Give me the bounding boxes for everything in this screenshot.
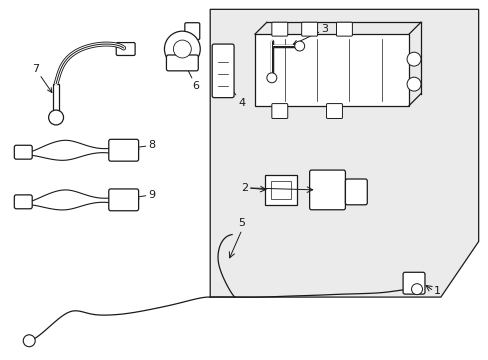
FancyBboxPatch shape: [345, 179, 366, 205]
FancyBboxPatch shape: [108, 189, 138, 211]
Text: 9: 9: [134, 190, 155, 200]
FancyBboxPatch shape: [271, 22, 287, 36]
Circle shape: [23, 335, 35, 347]
Circle shape: [48, 110, 63, 125]
Bar: [264, 175, 296, 205]
Bar: [254, 34, 408, 105]
FancyBboxPatch shape: [326, 104, 342, 118]
Circle shape: [411, 284, 422, 294]
Text: 7: 7: [32, 64, 52, 93]
Text: 1: 1: [433, 286, 440, 296]
FancyBboxPatch shape: [184, 23, 199, 40]
Text: 5: 5: [238, 218, 245, 228]
FancyBboxPatch shape: [336, 22, 352, 36]
Circle shape: [164, 31, 200, 67]
Circle shape: [294, 41, 304, 51]
Circle shape: [406, 52, 420, 66]
FancyBboxPatch shape: [212, 44, 234, 98]
Circle shape: [173, 40, 191, 58]
Circle shape: [406, 77, 420, 91]
FancyBboxPatch shape: [309, 170, 345, 210]
FancyBboxPatch shape: [301, 22, 317, 36]
Text: 4: 4: [225, 81, 244, 108]
FancyBboxPatch shape: [271, 104, 287, 118]
FancyBboxPatch shape: [108, 139, 138, 161]
FancyBboxPatch shape: [402, 272, 424, 294]
Text: 3: 3: [293, 24, 328, 45]
FancyBboxPatch shape: [14, 195, 32, 209]
Bar: [53, 84, 59, 116]
FancyBboxPatch shape: [166, 55, 198, 71]
FancyBboxPatch shape: [116, 42, 135, 55]
FancyBboxPatch shape: [14, 145, 32, 159]
Text: 8: 8: [134, 140, 155, 150]
Text: 2: 2: [241, 183, 247, 193]
Bar: [270, 181, 290, 199]
Polygon shape: [210, 9, 478, 297]
Circle shape: [266, 73, 276, 83]
Text: 6: 6: [183, 62, 199, 91]
